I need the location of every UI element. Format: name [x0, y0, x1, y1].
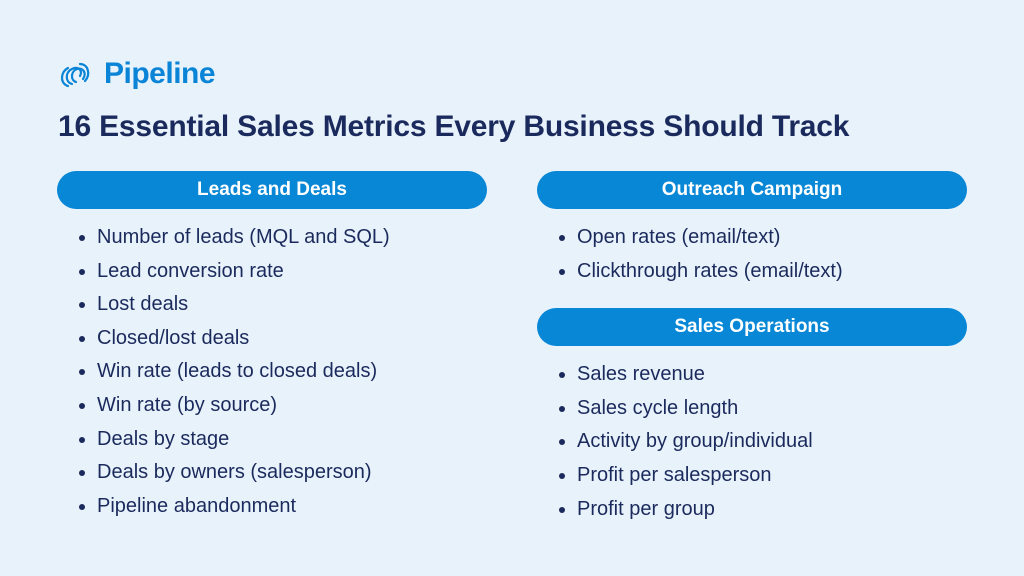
section-spacer — [537, 288, 967, 308]
section-heading-sales-operations: Sales Operations — [537, 308, 967, 347]
sales-operations-list: Sales revenue Sales cycle length Activit… — [537, 358, 967, 526]
list-item: Sales cycle length — [559, 392, 967, 426]
list-item: Profit per salesperson — [559, 459, 967, 493]
list-item: Closed/lost deals — [79, 322, 487, 356]
outreach-campaign-section: Outreach Campaign Open rates (email/text… — [537, 171, 967, 288]
list-item: Lead conversion rate — [79, 255, 487, 289]
list-item: Activity by group/individual — [559, 425, 967, 459]
list-item: Deals by stage — [79, 423, 487, 457]
list-item: Deals by owners (salesperson) — [79, 456, 487, 490]
list-item: Clickthrough rates (email/text) — [559, 255, 967, 289]
section-heading-outreach-campaign: Outreach Campaign — [537, 171, 967, 209]
list-item: Profit per group — [559, 493, 967, 527]
brand-name: Pipeline — [104, 57, 216, 90]
page-title: 16 Essential Sales Metrics Every Busines… — [58, 110, 850, 143]
list-item: Pipeline abandonment — [79, 490, 487, 524]
pipeline-logo-icon — [60, 62, 90, 88]
outreach-campaign-list: Open rates (email/text) Clickthrough rat… — [537, 221, 967, 288]
list-item: Win rate (leads to closed deals) — [79, 355, 487, 389]
list-item: Open rates (email/text) — [559, 221, 967, 255]
leads-and-deals-section: Leads and Deals Number of leads (MQL and… — [57, 171, 487, 523]
brand-logo: Pipeline — [58, 56, 216, 92]
sales-operations-section: Sales Operations Sales revenue Sales cyc… — [537, 308, 967, 526]
leads-and-deals-list: Number of leads (MQL and SQL) Lead conve… — [57, 221, 487, 523]
list-item: Win rate (by source) — [79, 389, 487, 423]
list-item: Number of leads (MQL and SQL) — [79, 221, 487, 255]
right-column: Outreach Campaign Open rates (email/text… — [537, 171, 967, 526]
list-item: Sales revenue — [559, 358, 967, 392]
list-item: Lost deals — [79, 288, 487, 322]
section-heading-leads-and-deals: Leads and Deals — [57, 171, 487, 209]
